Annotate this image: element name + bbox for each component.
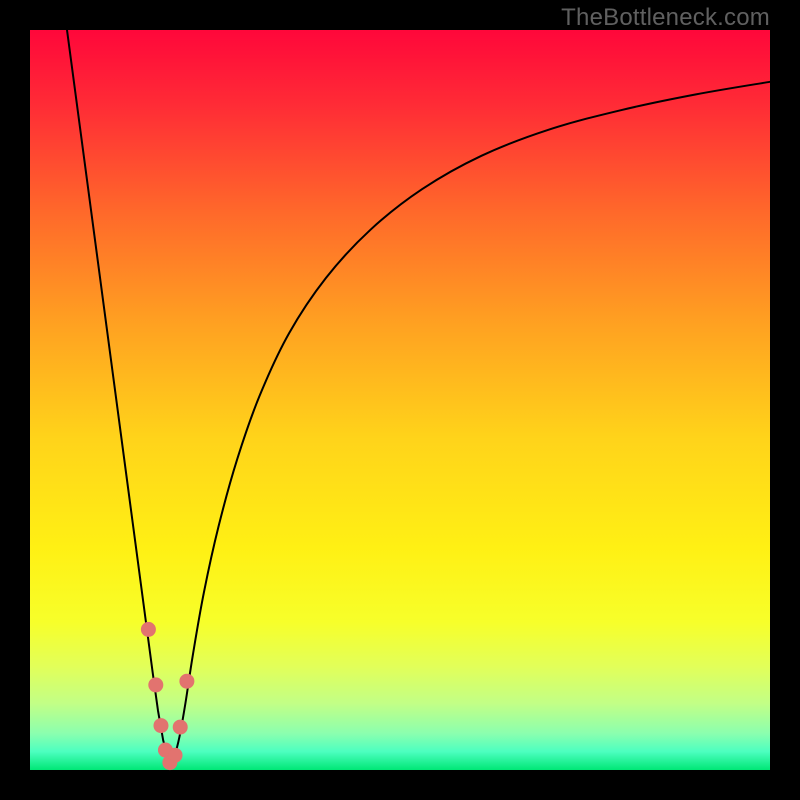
valley-marker [154,719,168,733]
left-curve [67,30,171,764]
valley-marker [141,622,155,636]
valley-marker [180,674,194,688]
valley-marker [173,720,187,734]
chart-svg [0,0,800,800]
chart-stage: TheBottleneck.com [0,0,800,800]
valley-marker [168,748,182,762]
right-curve [171,82,770,764]
valley-marker [149,678,163,692]
